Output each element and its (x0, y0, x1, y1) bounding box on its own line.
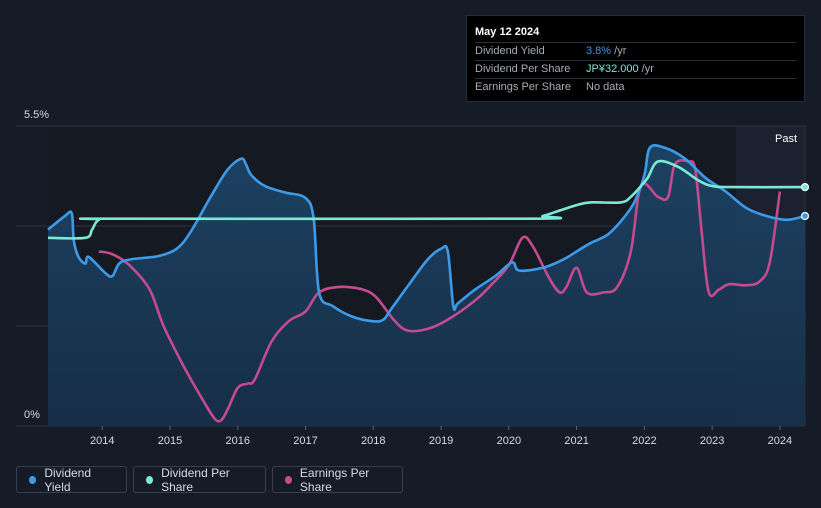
tooltip-value-unit: /yr (611, 45, 627, 57)
tooltip-row-dividend-yield: Dividend Yield 3.8% /yr (475, 42, 796, 60)
tooltip-value-number: JP¥32.000 (586, 63, 639, 75)
tooltip-label: Earnings Per Share (475, 81, 571, 93)
x-tick-label: 2021 (564, 435, 588, 447)
tooltip-label: Dividend Yield (475, 45, 545, 57)
legend-dot-icon (285, 475, 292, 484)
tooltip-row-earnings-per-share: Earnings Per Share No data (475, 78, 796, 96)
x-tick-label: 2015 (158, 435, 182, 447)
legend-label: Earnings Per Share (299, 465, 370, 494)
y-axis-bottom-label: 0% (24, 409, 40, 421)
legend-dot-icon (29, 475, 37, 484)
tooltip-row-dividend-per-share: Dividend Per Share JP¥32.000 /yr (475, 60, 796, 78)
tooltip: May 12 2024 Dividend Yield 3.8% /yr Divi… (466, 15, 805, 102)
x-tick-label: 2019 (429, 435, 453, 447)
x-tick-label: 2016 (226, 435, 250, 447)
legend-label: Dividend Per Share (161, 465, 230, 494)
x-tick-label: 2014 (90, 435, 114, 447)
tooltip-value: JP¥32.000 /yr (586, 61, 654, 78)
dividend-yield-end-marker (800, 211, 810, 221)
tooltip-value: 3.8% /yr (586, 43, 626, 60)
legend-label: Dividend Yield (44, 465, 92, 494)
tooltip-label: Dividend Per Share (475, 63, 571, 75)
tooltip-date: May 12 2024 (475, 26, 540, 38)
x-tick-label: 2022 (632, 435, 656, 447)
tooltip-value-unit: /yr (638, 63, 654, 75)
x-tick-label: 2018 (361, 435, 385, 447)
dividend-per-share-line (47, 159, 806, 240)
tooltip-value-number: 3.8% (586, 45, 612, 57)
legend-dividend-yield[interactable]: Dividend Yield (16, 465, 127, 494)
y-axis-top-label: 5.5% (24, 109, 49, 121)
legend-dividend-per-share[interactable]: Dividend Per Share (133, 465, 266, 494)
legend-dot-icon (146, 475, 154, 484)
dividend-yield-area (48, 145, 805, 427)
dividend-per-share-end-marker (800, 182, 810, 192)
x-tick-label: 2024 (768, 435, 792, 447)
tooltip-value: No data (586, 79, 625, 96)
tooltip-value-number: No data (586, 81, 625, 93)
x-tick-label: 2020 (497, 435, 521, 447)
x-tick-label: 2023 (700, 435, 724, 447)
legend-earnings-per-share[interactable]: Earnings Per Share (272, 465, 403, 494)
x-tick-label: 2017 (293, 435, 317, 447)
past-label: Past (775, 133, 797, 145)
